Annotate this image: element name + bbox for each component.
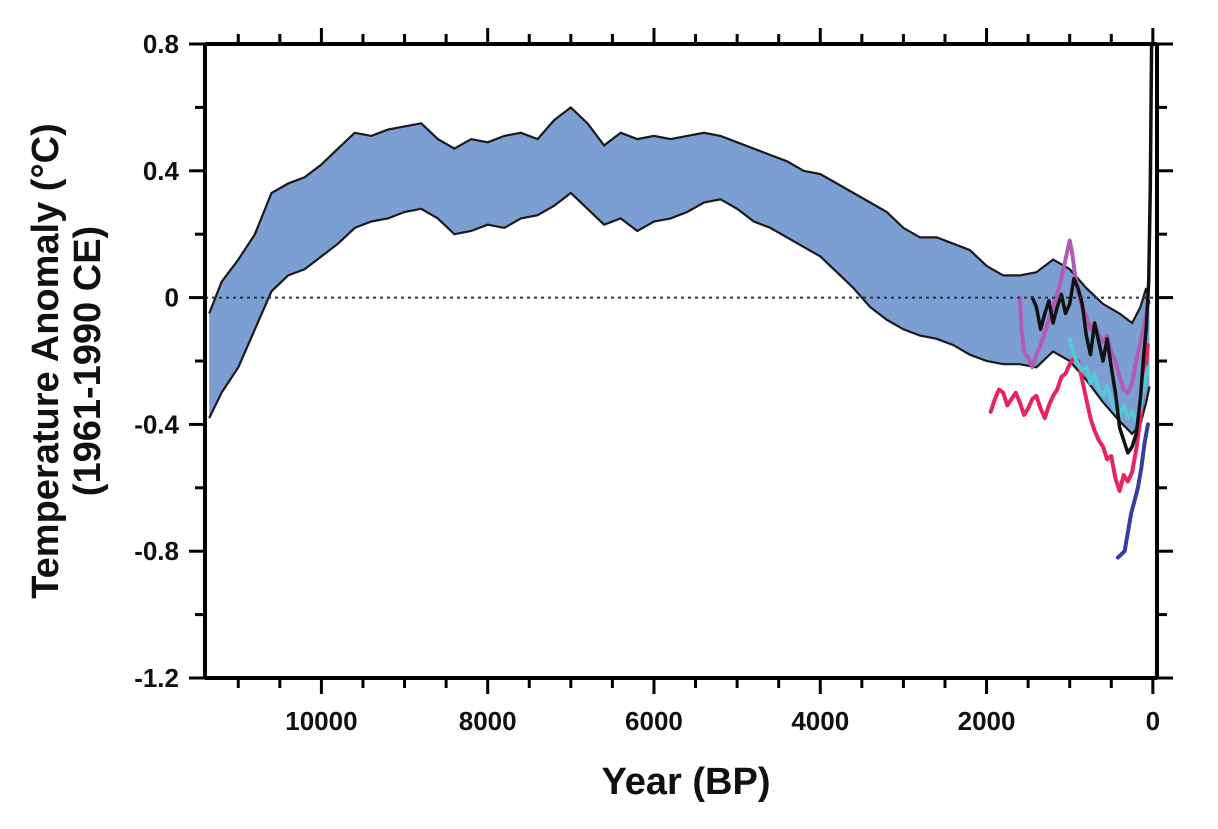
series-line-5 (1115, 422, 1150, 560)
y-axis-subtitle: (1961-1990 CE) (67, 226, 109, 496)
x-axis-title: Year (BP) (602, 761, 771, 803)
x-tick-label: 10000 (285, 706, 357, 736)
y-tick-label: -1.2 (134, 663, 179, 693)
x-tick-label: 4000 (791, 706, 849, 736)
y-tick-label: -0.4 (134, 409, 179, 439)
x-tick-label: 2000 (958, 706, 1016, 736)
x-tick-label: 6000 (625, 706, 683, 736)
series-line-1 (988, 343, 1150, 493)
y-tick-label: -0.8 (134, 536, 179, 566)
uncertainty-band (209, 107, 1150, 434)
y-tick-label: 0 (165, 283, 179, 313)
band-upper-edge (208, 105, 1151, 325)
series-line-3 (1067, 336, 1150, 424)
series-line-4 (1030, 42, 1154, 455)
y-tick-label: 0.8 (143, 29, 179, 59)
y-tick-label: 0.4 (143, 156, 180, 186)
x-tick-label: 0 (1146, 706, 1160, 736)
band-lower-edge (208, 191, 1151, 436)
y-axis-title: Temperature Anomaly (°C) (25, 123, 67, 599)
x-tick-label: 8000 (459, 706, 517, 736)
